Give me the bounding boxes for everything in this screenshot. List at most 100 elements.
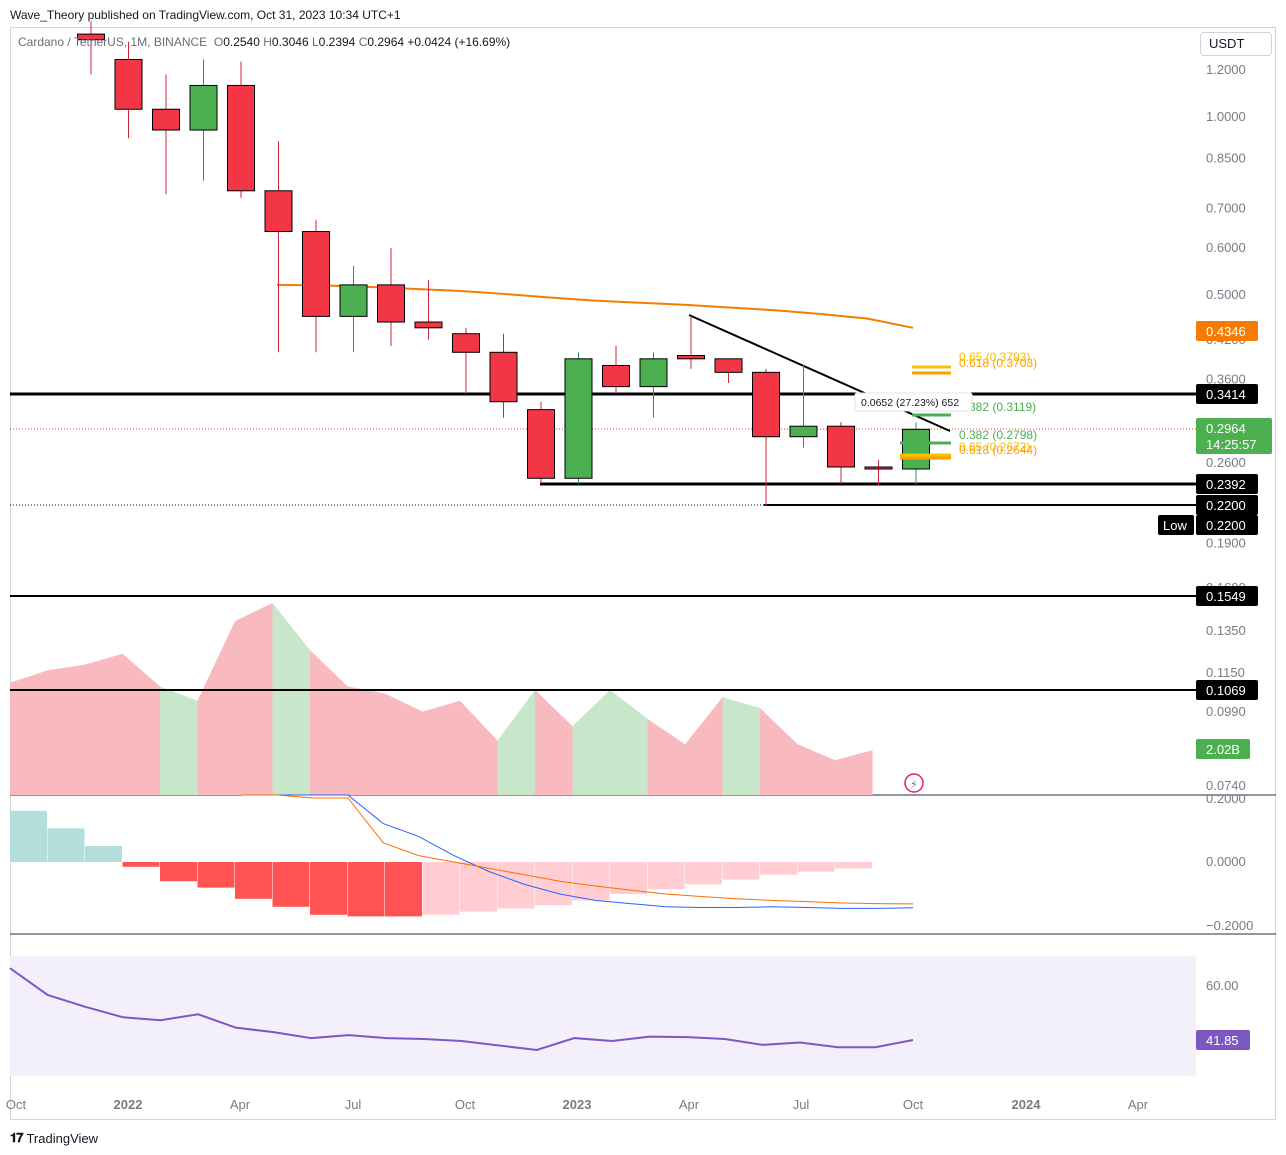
measure-label: 0.0652 (27.23%) 652 — [861, 397, 959, 409]
macd-histogram-bar — [797, 862, 835, 872]
legend-low: 0.2394 — [318, 35, 356, 49]
candle-body — [864, 466, 893, 470]
time-tick-label: 2023 — [563, 1097, 592, 1112]
macd-tick-label: 0.2000 — [1206, 791, 1246, 806]
candle-body — [789, 425, 818, 438]
volume-area-segment — [347, 686, 385, 795]
level-price-tag: 0.2200 — [1206, 498, 1246, 513]
ema-price-tag: 0.4346 — [1206, 324, 1246, 339]
price-tick-label: 0.3600 — [1206, 371, 1246, 386]
rsi-value-tag-bg — [1196, 1030, 1250, 1050]
level-price-tag-bg — [1196, 474, 1258, 494]
legend-change: +0.0424 (+16.69%) — [407, 35, 511, 49]
macd-histogram-bar — [647, 862, 685, 890]
candle-body — [77, 33, 105, 41]
candle-body — [152, 108, 180, 131]
lightning-icon — [904, 773, 924, 793]
macd-histogram-bar — [197, 862, 235, 888]
candle-body — [827, 425, 855, 468]
legend-symbol[interactable]: Cardano / TetherUS, 1M, BINANCE — [18, 35, 208, 49]
rsi-line — [9, 967, 914, 1051]
macd-histogram-bar — [235, 862, 272, 899]
time-tick-label: Oct — [903, 1097, 924, 1112]
macd-histogram-bar — [47, 828, 85, 862]
volume-tag-bg — [1196, 739, 1250, 759]
macd-histogram-bar — [722, 862, 760, 880]
volume-area-segment — [722, 697, 760, 795]
price-tick-label: 0.1900 — [1206, 536, 1246, 551]
candle-body — [302, 231, 330, 317]
fib-level-label: 0.382 (0.3119) — [959, 400, 1036, 414]
price-tick-label: 0.8500 — [1206, 151, 1246, 166]
volume-area-segment — [760, 708, 798, 795]
macd-histogram-bar — [760, 862, 797, 875]
candle-body — [114, 59, 143, 110]
candle-body — [489, 351, 518, 403]
time-tick-label: Apr — [230, 1097, 251, 1112]
macd-histogram-bar — [685, 862, 722, 885]
low-label: Low — [1163, 518, 1187, 533]
volume-area-segment — [47, 664, 85, 795]
lightning-icon-glyph: ⚡ — [910, 779, 918, 791]
candle-body — [227, 84, 255, 192]
macd-histogram-bar — [535, 862, 572, 906]
macd-tick-label: 0.0000 — [1206, 854, 1246, 869]
volume-area-segment — [10, 670, 48, 795]
publisher-header: Wave_Theory published on TradingView.com… — [10, 8, 401, 22]
fib-level-label: 0.382 (0.2798) — [959, 428, 1037, 442]
currency-button[interactable]: USDT — [1200, 32, 1272, 56]
ema-line — [276, 283, 914, 329]
macd-histogram-bar — [310, 862, 347, 915]
macd-histogram-bar — [122, 862, 160, 867]
low-price-tag: 0.2200 — [1206, 518, 1246, 533]
volume-area-segment — [422, 700, 460, 795]
signal-line — [242, 794, 914, 905]
chart-frame — [10, 27, 1276, 1120]
candle-body — [377, 284, 405, 323]
volume-area-segment — [85, 653, 123, 795]
symbol-legend: Cardano / TetherUS, 1M, BINANCE O0.2540 … — [18, 35, 510, 49]
time-tick-label: Apr — [679, 1097, 700, 1112]
volume-area-segment — [497, 689, 535, 795]
legend-high: 0.3046 — [271, 35, 309, 49]
countdown-tag: 14:25:57 — [1206, 437, 1257, 452]
candle-body — [527, 409, 555, 479]
rsi-value-tag: 41.85 — [1206, 1033, 1239, 1048]
volume-area-segment — [610, 689, 648, 795]
macd-histogram-bar — [610, 862, 647, 894]
candle-body — [639, 358, 668, 388]
candle-body — [564, 358, 593, 479]
level-price-tag: 0.1069 — [1206, 683, 1246, 698]
time-tick-label: 2022 — [114, 1097, 143, 1112]
macd-histogram-bar — [272, 862, 310, 907]
volume-area-segment — [385, 693, 423, 795]
tradingview-logo-icon: 𝟏𝟕 — [10, 1130, 24, 1145]
footer-brand[interactable]: 𝟏𝟕 TradingView — [10, 1130, 98, 1146]
time-tick-label: Apr — [1128, 1097, 1149, 1112]
macd-histogram-bar — [572, 862, 610, 901]
price-tick-label: 0.1350 — [1206, 623, 1246, 638]
ema-price-tag-bg — [1196, 321, 1258, 341]
price-tick-label: 0.7000 — [1206, 201, 1246, 216]
legend-close-label: C — [358, 35, 368, 49]
volume-area-segment — [197, 621, 235, 795]
last-price-tag-bg — [1196, 418, 1272, 454]
candle-body — [189, 84, 218, 131]
price-tick-label: 0.0990 — [1206, 704, 1246, 719]
price-tick-label: 0.0740 — [1206, 778, 1246, 793]
volume-area-segment — [160, 686, 198, 795]
macd-histogram-bar — [160, 862, 197, 882]
volume-area-segment — [647, 718, 685, 795]
level-price-tag-bg — [1196, 586, 1258, 606]
time-tick-label: Jul — [345, 1097, 362, 1112]
volume-area-segment — [572, 689, 610, 795]
candle-body — [752, 371, 780, 438]
rsi-tick-label: 60.00 — [1206, 978, 1239, 993]
time-tick-label: Oct — [6, 1097, 27, 1112]
volume-tag: 2.02B — [1206, 742, 1240, 757]
candle-body — [602, 364, 630, 388]
volume-area-segment — [835, 750, 873, 795]
price-tick-label: 1.2000 — [1206, 62, 1246, 77]
volume-area-segment — [797, 744, 835, 795]
